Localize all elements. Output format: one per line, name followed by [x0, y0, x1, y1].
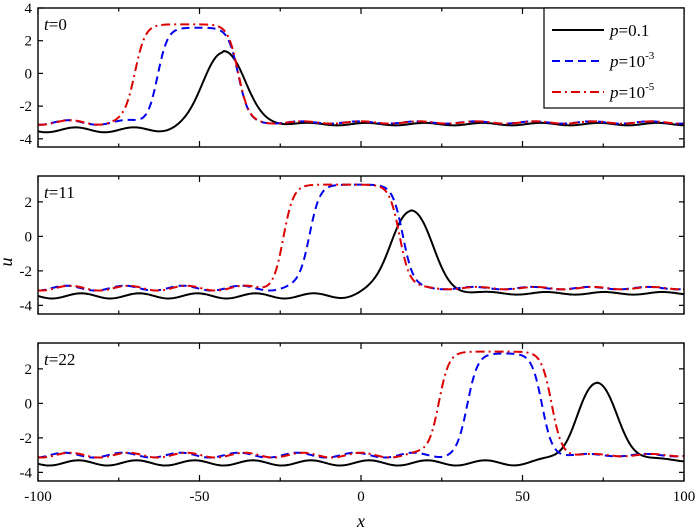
legend-exp: -3 [645, 50, 655, 62]
legend-label-1: p=0.1 [609, 21, 649, 40]
series-line-3 [38, 183, 684, 292]
legend-var: p [609, 83, 619, 102]
legend-label-3: p=10-5 [609, 81, 655, 102]
series-line-1 [38, 381, 684, 467]
legend: p=0.1p=10-3p=10-5 [543, 7, 685, 109]
y-tick-label: 0 [25, 229, 33, 245]
y-tick-label: 2 [25, 195, 33, 211]
series-line-1 [38, 50, 684, 134]
y-axis-label: u [0, 258, 16, 267]
series-line-1 [38, 209, 684, 300]
y-tick-label: -4 [20, 465, 33, 481]
y-tick-label: 4 [25, 1, 33, 17]
legend-eq: = [619, 21, 629, 40]
panel-label: t=0 [44, 15, 67, 34]
x-axis-label: x [356, 511, 365, 531]
panel-label: t=22 [44, 350, 75, 369]
y-tick-label: -2 [20, 99, 33, 115]
panel-label: t=11 [44, 183, 75, 202]
panel-label-val: 11 [58, 183, 74, 202]
y-tick-label: -4 [20, 298, 33, 314]
legend-eq: = [619, 83, 629, 102]
panel-label-eq: = [49, 183, 59, 202]
panel-label-val: 0 [58, 15, 67, 34]
panel-label-var: t [44, 15, 50, 34]
series-line-2 [38, 352, 684, 459]
x-tick-label: 50 [515, 489, 530, 505]
x-tick-label: -100 [24, 489, 52, 505]
y-tick-label: -4 [20, 132, 33, 148]
panel-label-var: t [44, 183, 50, 202]
legend-base: 10 [628, 83, 645, 102]
x-tick-label: 100 [673, 489, 696, 505]
panel-label-val: 22 [58, 350, 75, 369]
x-tick-label: 0 [357, 489, 365, 505]
legend-base: 10 [628, 52, 645, 71]
y-tick-label: 0 [25, 66, 33, 82]
series-line-3 [38, 350, 684, 459]
panel-label-var: t [44, 350, 50, 369]
series-line-3 [38, 23, 684, 126]
y-tick-label: 2 [25, 34, 33, 50]
legend-base: 0.1 [628, 21, 649, 40]
legend-eq: = [619, 52, 629, 71]
y-tick-label: 2 [25, 362, 33, 378]
legend-var: p [609, 52, 619, 71]
x-tick-label: -50 [190, 489, 210, 505]
legend-exp: -5 [645, 81, 655, 93]
y-tick-label: 0 [25, 396, 33, 412]
y-tick-label: -2 [20, 431, 33, 447]
legend-var: p [609, 21, 619, 40]
panel-label-eq: = [49, 350, 59, 369]
series-line-2 [38, 183, 684, 292]
panel-label-eq: = [49, 15, 59, 34]
y-tick-label: -2 [20, 264, 33, 280]
legend-box [543, 7, 685, 109]
legend-label-2: p=10-3 [609, 50, 655, 71]
